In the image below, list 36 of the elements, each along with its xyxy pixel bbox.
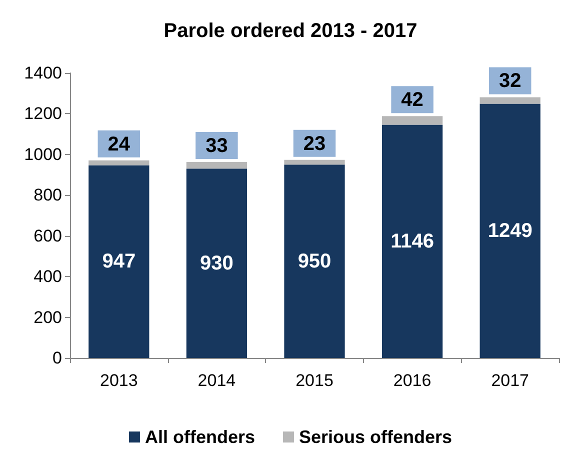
x-tick-label: 2014 [198,371,236,390]
chart-title: Parole ordered 2013 - 2017 [164,20,418,42]
data-label: 1249 [488,220,532,242]
bar [284,164,345,358]
bar [480,97,540,104]
data-label: 32 [498,70,522,92]
data-label: 930 [200,252,234,274]
bar [382,124,443,358]
data-label: 42 [401,89,424,112]
data-label: 1146 [390,230,434,252]
data-label: 33 [206,134,228,157]
y-tick-label: 400 [34,267,62,286]
data-label: 23 [303,132,326,155]
x-tick-label: 2016 [393,371,432,390]
bar [284,160,345,165]
y-tick-label: 1400 [24,64,62,82]
y-tick-label: 0 [52,348,62,368]
x-tick-label: 2015 [296,371,334,390]
legend-label: Serious offenders [298,427,452,447]
bar [88,160,150,166]
data-label: 950 [298,250,332,272]
x-tick-label: 2013 [100,371,138,390]
y-tick-label: 1200 [24,104,62,124]
y-tick-label: 200 [34,308,62,327]
y-tick-label: 800 [34,186,62,205]
y-tick-label: 1000 [24,144,62,164]
y-tick-label: 600 [34,226,62,246]
bar [88,165,150,358]
bar [186,162,248,169]
bar [186,168,248,358]
x-tick-label: 2017 [491,371,530,390]
data-label: 24 [108,133,131,156]
bar [382,116,443,125]
legend-label: All offenders [144,427,255,447]
bar [480,104,540,358]
data-label: 947 [102,250,136,273]
